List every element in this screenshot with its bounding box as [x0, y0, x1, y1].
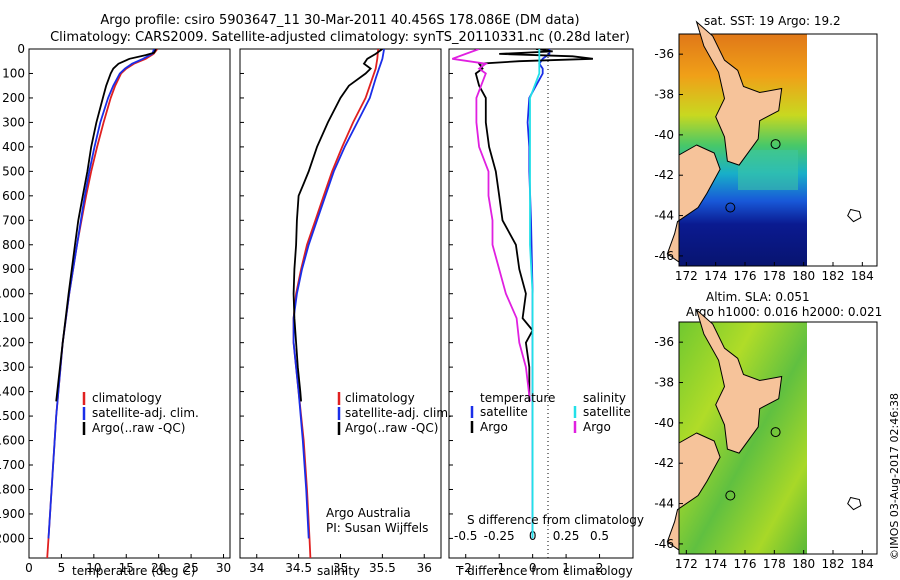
depth-tick-label: 900	[2, 262, 25, 276]
depth-tick-label: 1100	[0, 311, 25, 325]
salinity-xlabel: salinity	[317, 564, 361, 578]
imos-credit: ©IMOS 03-Aug-2017 02:46:38	[888, 393, 900, 560]
temperature-series	[46, 49, 159, 558]
salinity-xtick-label: 35.5	[369, 561, 396, 575]
difference-legend	[470, 406, 577, 433]
salinity-axes-frame	[239, 48, 442, 559]
depth-tick-label: 1400	[0, 385, 25, 399]
depth-tick-label: 2000	[0, 531, 25, 545]
depth-tick-label: 0	[17, 42, 25, 56]
difference-x2tick-label: -0.25	[484, 529, 515, 543]
depth-tick-label: 300	[2, 115, 25, 129]
temp-legend-argo: Argo(..raw -QC)	[92, 421, 186, 435]
difference-xtick-label: -1	[493, 561, 505, 575]
difference-series-salinity-satellite	[529, 49, 541, 539]
difference-x2tick-label: -0.5	[454, 529, 477, 543]
diff-legend-salinity-title: salinity	[583, 391, 627, 405]
depth-tick-label: 1500	[0, 409, 25, 423]
diff-legend-s-argo: Argo	[583, 420, 611, 434]
temperature-xtick-label: 10	[86, 561, 101, 575]
depth-tick-label: 200	[2, 91, 25, 105]
diff-legend-temperature-title: temperature	[480, 391, 556, 405]
diff-legend-t-argo: Argo	[480, 420, 508, 434]
difference-x2tick-label: 0.25	[553, 529, 580, 543]
depth-tick-label: 800	[2, 238, 25, 252]
temperature-xtick-label: 0	[25, 561, 33, 575]
salinity-series-argo---raw--qc-	[292, 49, 383, 402]
depth-tick-label: 100	[2, 66, 25, 80]
salinity-xtick-label: 35	[333, 561, 348, 575]
depth-tick-label: 400	[2, 140, 25, 154]
argo-australia-label: Argo Australia	[326, 506, 411, 520]
temperature-xtick-label: 30	[216, 561, 231, 575]
difference-xtick-label: 2	[596, 561, 604, 575]
s-difference-axis-label: S difference from climatology	[467, 513, 644, 527]
depth-tick-label: 500	[2, 164, 25, 178]
difference-xtick-label: -2	[460, 561, 472, 575]
figure-title-line2: Climatology: CARS2009. Satellite-adjuste…	[50, 30, 630, 45]
difference-xtick-label: 0	[529, 561, 537, 575]
temperature-xlabel: temperature (deg C)	[72, 564, 196, 578]
difference-xlabel: T difference from climatology	[456, 564, 633, 578]
difference-series-temperature-argo	[474, 49, 594, 402]
sla-map-title-line1: Altim. SLA: 0.051	[706, 290, 810, 304]
salinity-xtick-label: 34	[249, 561, 264, 575]
difference-series-salinity-argo	[451, 49, 531, 402]
depth-tick-label: 1200	[0, 336, 25, 350]
temperature-xtick-label: 20	[151, 561, 166, 575]
depth-tick-label: 1900	[0, 507, 25, 521]
temperature-xtick-label: 5	[58, 561, 66, 575]
temperature-series-climatology	[46, 49, 159, 558]
sal-legend-satellite: satellite-adj. clim.	[345, 406, 452, 420]
temperature-axes-frame	[28, 48, 231, 559]
depth-tick-label: 1600	[0, 434, 25, 448]
salinity-xtick-label: 34.5	[285, 561, 312, 575]
depth-tick-label: 1700	[0, 458, 25, 472]
pi-label: PI: Susan Wijffels	[326, 521, 429, 535]
difference-x2tick-label: 0.5	[590, 529, 609, 543]
sal-legend-argo: Argo(..raw -QC)	[345, 421, 439, 435]
temperature-xtick-label: 15	[119, 561, 134, 575]
salinity-series	[292, 49, 385, 558]
depth-tick-label: 1800	[0, 482, 25, 496]
sla-map-title-line2: Argo h1000: 0.016 h2000: 0.021	[686, 305, 883, 319]
depth-tick-label: 1000	[0, 287, 25, 301]
salinity-xtick-label: 36	[417, 561, 432, 575]
diff-legend-t-satellite: satellite	[480, 405, 528, 419]
salinity-series-satellite-adj--clim-	[292, 49, 385, 539]
temperature-series-argo---raw--qc-	[55, 49, 157, 402]
depth-tick-label: 600	[2, 189, 25, 203]
depth-tick-label: 700	[2, 213, 25, 227]
figure-title-line1: Argo profile: csiro 5903647_11 30-Mar-20…	[100, 13, 580, 28]
temperature-xtick-label: 25	[183, 561, 198, 575]
difference-series	[451, 49, 594, 539]
difference-xtick-label: 1	[562, 561, 570, 575]
temp-legend-satellite: satellite-adj. clim.	[92, 406, 199, 420]
temperature-series-satellite-adj--clim-	[47, 49, 155, 539]
diff-legend-s-satellite: satellite	[583, 405, 631, 419]
depth-tick-label: 1300	[0, 360, 25, 374]
sst-map-title: sat. SST: 19 Argo: 19.2	[704, 14, 841, 28]
temp-legend-climatology: climatology	[92, 391, 162, 405]
sal-legend-climatology: climatology	[345, 391, 415, 405]
depth-ticks: 0 100 200 300 400 500 600 700 800 900 1000 1100 1200…	[0, 42, 453, 545]
